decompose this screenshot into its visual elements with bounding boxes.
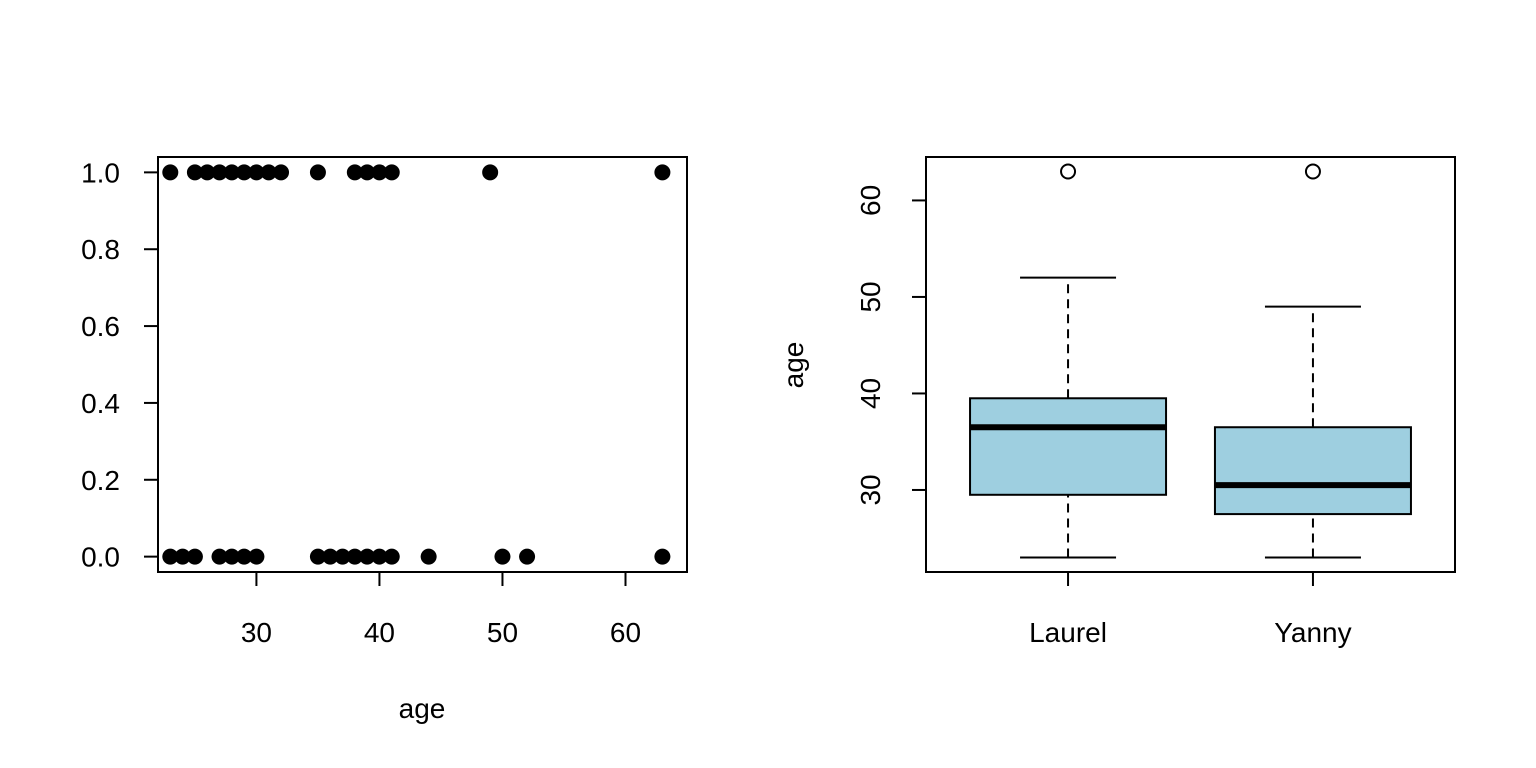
y-tick-label: 0.0 (81, 542, 120, 573)
scatter-point (654, 164, 671, 181)
y-tick-label: 0.6 (81, 311, 120, 342)
y-tick-label: 30 (855, 474, 886, 505)
y-tick-label: 0.2 (81, 465, 120, 496)
scatter-point (223, 164, 240, 181)
scatter-point (494, 548, 511, 565)
scatter-x-label: age (399, 693, 446, 724)
box-frame (925, 156, 1456, 573)
scatter-point (174, 548, 191, 565)
scatter-point (346, 164, 363, 181)
box-laurel (969, 163, 1168, 559)
y-tick-label: 1.0 (81, 157, 120, 188)
scatter-point (186, 548, 203, 565)
outlier-point (1060, 163, 1077, 180)
y-tick-label: 0.8 (81, 234, 120, 265)
outlier-point (1304, 163, 1321, 180)
box-yanny (1213, 163, 1412, 559)
box-marks (969, 163, 1412, 559)
scatter-point (211, 164, 228, 181)
scatter-point (248, 164, 265, 181)
scatter-point (420, 548, 437, 565)
scatter-point (654, 548, 671, 565)
scatter-plot: 30 40 50 60 0.0 0.2 0.4 0.6 0.8 1.0 age (81, 156, 688, 724)
scatter-points (162, 164, 671, 565)
x-tick-label: 60 (610, 617, 641, 648)
x-tick-label: 50 (487, 617, 518, 648)
scatter-point (162, 548, 179, 565)
x-tick-label: 30 (241, 617, 272, 648)
scatter-point (322, 548, 339, 565)
scatter-point (211, 548, 228, 565)
scatter-point (519, 548, 536, 565)
scatter-point (162, 164, 179, 181)
scatter-point (248, 548, 265, 565)
scatter-point (199, 164, 216, 181)
scatter-point (371, 164, 388, 181)
category-label: Laurel (1029, 617, 1107, 648)
scatter-point (383, 548, 400, 565)
scatter-point (186, 164, 203, 181)
x-tick-label: 40 (364, 617, 395, 648)
scatter-point (309, 164, 326, 181)
y-tick-label: 60 (855, 185, 886, 216)
category-label: Yanny (1274, 617, 1351, 648)
scatter-point (371, 548, 388, 565)
scatter-frame (157, 156, 688, 573)
iqr-box (1213, 426, 1412, 516)
iqr-box (969, 397, 1168, 496)
scatter-point (359, 164, 376, 181)
box-y-axis: 30 40 50 60 (855, 185, 926, 506)
scatter-point (273, 164, 290, 181)
scatter-point (223, 548, 240, 565)
scatter-point (236, 548, 253, 565)
box-y-label: age (778, 342, 809, 389)
scatter-point (482, 164, 499, 181)
scatter-point (260, 164, 277, 181)
scatter-point (334, 548, 351, 565)
y-tick-label: 0.4 (81, 388, 120, 419)
y-tick-label: 40 (855, 378, 886, 409)
scatter-point (236, 164, 253, 181)
y-tick-label: 50 (855, 281, 886, 312)
scatter-point (309, 548, 326, 565)
scatter-x-axis: 30 40 50 60 (241, 572, 641, 648)
scatter-y-axis: 0.0 0.2 0.4 0.6 0.8 1.0 (81, 157, 158, 573)
scatter-point (346, 548, 363, 565)
box-x-axis: Laurel Yanny (1029, 572, 1352, 648)
scatter-point (359, 548, 376, 565)
scatter-point (383, 164, 400, 181)
box-plot: Laurel Yanny 30 40 50 60 age (778, 156, 1456, 648)
